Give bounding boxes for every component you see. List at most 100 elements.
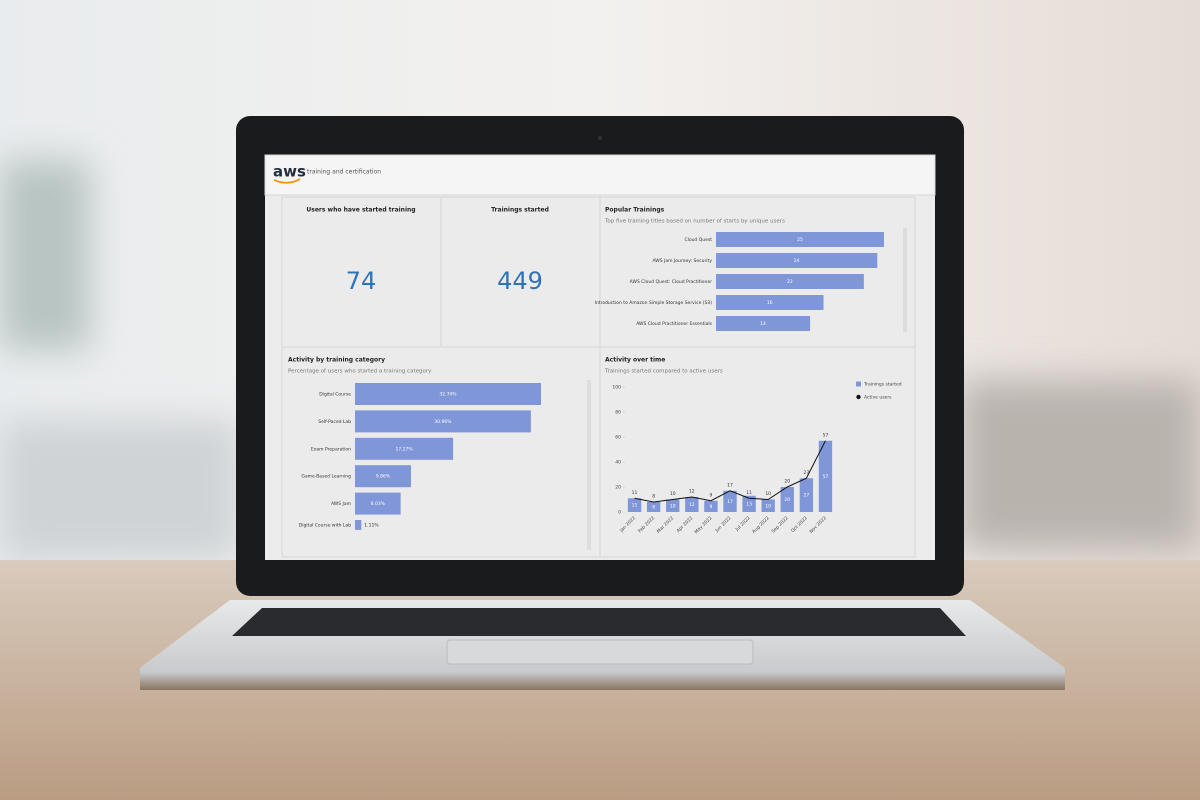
line-value-label: 20 [784, 479, 790, 485]
category-label: Digital Course with Lab [299, 522, 351, 528]
category-label: Cloud Quest [684, 237, 712, 243]
bar[interactable] [355, 492, 401, 515]
chart-subtitle: Trainings started compared to active use… [604, 369, 723, 375]
line-value-label: 12 [689, 489, 695, 495]
bar[interactable] [355, 383, 541, 405]
camera [598, 136, 602, 140]
bar[interactable] [685, 497, 699, 512]
bar[interactable] [666, 499, 680, 513]
bar-value-label: 20 [784, 497, 790, 503]
line-value-label: 8 [652, 494, 655, 500]
bar-value-label: 12 [689, 502, 695, 508]
bar-value-label: 10 [765, 503, 771, 509]
line-value-label: 57 [823, 432, 829, 438]
legend-label[interactable]: Active users [864, 395, 892, 401]
kpi-card [281, 196, 442, 348]
category-label: Game-Based Learning [301, 474, 351, 480]
legend-label[interactable]: Trainings started [863, 382, 902, 388]
y-tick-label: 100 [612, 385, 621, 391]
line-value-label: 10 [670, 491, 676, 497]
line-value-label: 27 [803, 470, 809, 476]
bar-value-label: 57 [823, 474, 829, 480]
line [634, 440, 826, 503]
bar[interactable] [716, 232, 884, 247]
product-name: training and certification [307, 169, 381, 176]
kpi-value: 74 [346, 267, 377, 295]
value-label: 9.86% [376, 474, 391, 480]
category-label: Introduction to Amazon Simple Storage Se… [595, 300, 713, 306]
bar[interactable] [723, 490, 737, 512]
bar[interactable] [355, 410, 531, 433]
y-tick-label: 80 [615, 410, 621, 416]
bar[interactable] [704, 500, 718, 512]
value-label: 22 [787, 279, 793, 285]
bar[interactable] [355, 520, 362, 530]
value-label: 8.03% [371, 501, 386, 507]
value-label: 30.96% [434, 419, 452, 425]
logo: aws [273, 163, 306, 181]
kpi-value: 449 [497, 267, 543, 295]
category-label: AWS Cloud Practitioner Essentials [636, 321, 712, 327]
value-label: 25 [797, 237, 803, 243]
bar[interactable] [716, 253, 878, 268]
trackpad [446, 639, 754, 665]
value-label: 16 [767, 300, 773, 306]
value-label: 32.74% [439, 392, 457, 398]
legend-swatch [856, 381, 861, 387]
bar-value-label: 13 [746, 501, 752, 507]
chart-subtitle: Percentage of users who started a traini… [288, 369, 432, 375]
bar-value-label: 10 [670, 503, 676, 509]
bar[interactable] [780, 487, 794, 512]
y-tick-label: 0 [618, 510, 621, 516]
category-label: Digital Course [319, 392, 351, 398]
bar[interactable] [742, 495, 756, 512]
bar[interactable] [716, 316, 811, 331]
bar-value-label: 9 [709, 504, 712, 510]
value-label: 1.11% [364, 522, 379, 528]
chart-title: Activity by training category [288, 357, 385, 364]
chart-title: Activity over time [605, 357, 665, 364]
bar[interactable] [355, 437, 454, 460]
y-tick-label: 20 [615, 485, 621, 491]
kpi-card [440, 196, 601, 348]
legend-swatch [856, 394, 861, 400]
chart-title: Popular Trainings [605, 207, 665, 214]
bar-value-label: 11 [632, 503, 638, 509]
category-label: AWS Cloud Quest: Cloud Practitioner [630, 279, 712, 285]
value-label: 24 [794, 258, 800, 264]
value-label: 17.27% [395, 446, 413, 452]
bar[interactable] [799, 478, 814, 512]
header-bar [264, 154, 936, 196]
bar-value-label: 8 [652, 505, 655, 511]
bar-value-label: 17 [727, 499, 733, 505]
category-label: Self-Paced Lab [318, 419, 351, 425]
category-label: AWS Jam [331, 501, 351, 507]
bar[interactable] [355, 465, 412, 488]
scrollbar[interactable] [587, 380, 591, 550]
bar[interactable] [627, 498, 642, 512]
line-value-label: 11 [632, 490, 638, 496]
panel [599, 346, 916, 558]
blurred-room [0, 160, 1200, 560]
bar[interactable] [646, 502, 661, 512]
kpi-title: Trainings started [491, 207, 549, 214]
bar[interactable] [716, 295, 824, 310]
bar[interactable] [818, 440, 833, 512]
line-value-label: 9 [709, 492, 712, 498]
bar[interactable] [761, 499, 775, 513]
kpi-title: Users who have started training [306, 207, 415, 214]
keyboard [232, 608, 966, 636]
scrollbar[interactable] [903, 228, 907, 332]
line-value-label: 10 [765, 491, 771, 497]
category-label: Exam Preparation [311, 446, 351, 452]
bar[interactable] [716, 274, 864, 289]
line-value-label: 11 [746, 490, 752, 496]
logo-smile [273, 178, 301, 184]
y-tick-label: 40 [615, 460, 621, 466]
value-label: 14 [760, 321, 766, 327]
chart-subtitle: Top five training titles based on number… [604, 219, 785, 225]
category-label: AWS Jam Journey: Security [652, 258, 712, 264]
line-value-label: 17 [727, 482, 733, 488]
